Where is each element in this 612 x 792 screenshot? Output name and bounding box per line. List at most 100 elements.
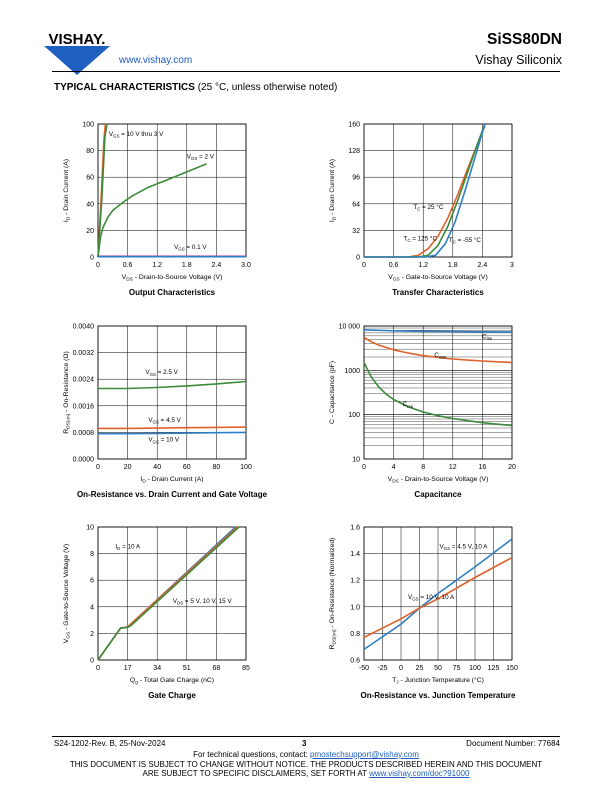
series-annotation: VGS = 10 V thru 3 V — [109, 131, 164, 139]
x-tick-label: 0 — [362, 464, 366, 471]
y-axis-label: RDS(on) - On-Resistance (Normalized) — [329, 538, 338, 650]
x-tick-label: -25 — [377, 665, 387, 672]
x-tick-label: 0 — [96, 665, 100, 672]
y-axis-label: C - Capacitance (pF) — [329, 361, 336, 424]
x-tick-label: 60 — [183, 464, 191, 471]
series-annotation: VGS = 2 V — [187, 154, 215, 162]
series-annotation: Ciss — [482, 334, 493, 342]
series-annotation: VGS = 10 V — [148, 437, 180, 445]
y-tick-label: 100 — [348, 412, 360, 419]
logo-text: VISHAY. — [49, 31, 106, 48]
y-tick-label: 0.0000 — [73, 457, 95, 464]
y-tick-label: 128 — [348, 148, 360, 155]
y-tick-label: 0.8 — [350, 631, 360, 638]
plot-frame — [97, 526, 247, 661]
chart-caption: On-Resistance vs. Junction Temperature — [360, 691, 516, 700]
y-tick-label: 64 — [352, 201, 360, 208]
series-annotation: TC = 125 °C — [403, 234, 437, 243]
x-axis-label: VDS - Drain-to-Source Voltage (V) — [388, 476, 489, 485]
y-axis-label: VGS - Gate-to-Source Voltage (V) — [63, 544, 72, 643]
company-name: Vishay Siliconix — [475, 53, 562, 67]
series-annotation: VDS = 5 V, 10 V, 15 V — [173, 598, 233, 606]
website-link[interactable]: www.vishay.com — [119, 55, 193, 66]
y-tick-label: 10 — [352, 457, 360, 464]
footer-disclaimer-link[interactable]: www.vishay.com/doc?91000 — [369, 769, 470, 778]
footer-contact: For technical questions, contact: pmoste… — [52, 750, 560, 759]
x-tick-label: 100 — [469, 665, 481, 672]
chart-caption: Capacitance — [414, 490, 462, 499]
y-tick-label: 10 — [86, 525, 94, 532]
x-tick-label: 51 — [183, 665, 191, 672]
series-annotation: VGS = 4.5 V — [148, 417, 181, 425]
series-line-1 — [363, 538, 513, 651]
part-number: SiSS80DN — [487, 31, 562, 48]
y-tick-label: 0 — [356, 255, 360, 262]
grid — [363, 325, 513, 460]
plot-frame — [363, 325, 513, 460]
y-tick-label: 32 — [352, 228, 360, 235]
x-tick-label: 12 — [449, 464, 457, 471]
chart-2: 0 0.6 1.2 1.8 2.4 3 0 32 64 96 128 160 TC = 25 °C TC … — [329, 122, 514, 298]
y-tick-label: 0.0040 — [73, 324, 95, 331]
series-line-2 — [363, 336, 513, 364]
series-annotation: TC = 25 °C — [413, 203, 443, 212]
x-tick-label: 0 — [96, 262, 100, 269]
x-tick-label: 2.4 — [212, 262, 222, 269]
y-tick-label: 6 — [90, 578, 94, 585]
section-note: (25 °C, unless otherwise noted) — [197, 82, 338, 93]
x-tick-label: 20 — [508, 464, 516, 471]
y-tick-label: 0.0024 — [73, 377, 95, 384]
x-tick-label: 125 — [488, 665, 500, 672]
x-tick-label: 80 — [213, 464, 221, 471]
x-tick-label: 0 — [399, 665, 403, 672]
series-line-1 — [98, 380, 247, 390]
plot-frame — [363, 526, 513, 661]
x-tick-label: 3 — [510, 262, 514, 269]
x-tick-label: 50 — [434, 665, 442, 672]
series-annotation: VGS = 10 V, 10 A — [408, 594, 455, 602]
footer-contact-email[interactable]: pmostechsupport@vishay.com — [310, 750, 419, 759]
y-tick-label: 0.0016 — [73, 403, 95, 410]
series-line-2 — [97, 123, 108, 258]
chart-caption: Gate Charge — [148, 691, 196, 700]
x-axis-label: Qg - Total Gate Charge (nC) — [130, 677, 214, 686]
series-line-3 — [363, 362, 513, 427]
y-tick-label: 8 — [90, 551, 94, 558]
footer-divider — [52, 736, 560, 737]
y-tick-label: 96 — [352, 175, 360, 182]
x-tick-label: 25 — [416, 665, 424, 672]
x-tick-label: 40 — [153, 464, 161, 471]
y-tick-label: 4 — [90, 604, 94, 611]
series-line-3 — [97, 526, 240, 661]
x-tick-label: 34 — [153, 665, 161, 672]
chart-caption: On-Resistance vs. Drain Current and Gate… — [77, 490, 268, 499]
y-tick-label: 0 — [90, 658, 94, 665]
x-tick-label: 1.8 — [448, 262, 458, 269]
x-tick-label: 1.2 — [152, 262, 162, 269]
x-axis-label: VGS - Gate-to-Source Voltage (V) — [388, 274, 487, 283]
series-line-3 — [98, 431, 247, 435]
vishay-logo: VISHAY. — [44, 31, 110, 75]
y-tick-label: 100 — [82, 122, 94, 129]
x-tick-label: 0 — [362, 262, 366, 269]
x-tick-label: 68 — [213, 665, 221, 672]
y-tick-label: 60 — [86, 175, 94, 182]
section-heading: TYPICAL CHARACTERISTICS (25 °C, unless o… — [54, 82, 337, 93]
series-annotation: VGS = 4.5 V, 10 A — [439, 543, 488, 551]
chart-caption: Transfer Characteristics — [392, 288, 484, 297]
series-annotation: Coss — [434, 352, 446, 360]
series-annotation: TC = -55 °C — [449, 236, 482, 245]
section-title: TYPICAL CHARACTERISTICS — [54, 82, 195, 93]
footer-document-number: Document Number: 77684 — [466, 739, 560, 748]
x-tick-label: 2.4 — [478, 262, 488, 269]
series-line-1 — [363, 329, 513, 333]
footer-notice-line1: THIS DOCUMENT IS SUBJECT TO CHANGE WITHO… — [69, 760, 543, 769]
y-axis-label: ID - Drain Current (A) — [329, 159, 338, 222]
x-tick-label: 0.6 — [123, 262, 133, 269]
x-tick-label: 4 — [392, 464, 396, 471]
footer-notice-prefix: ARE SUBJECT TO SPECIFIC DISCLAIMERS, SET… — [142, 769, 370, 778]
y-tick-label: 40 — [86, 201, 94, 208]
series-line-2 — [363, 556, 513, 639]
